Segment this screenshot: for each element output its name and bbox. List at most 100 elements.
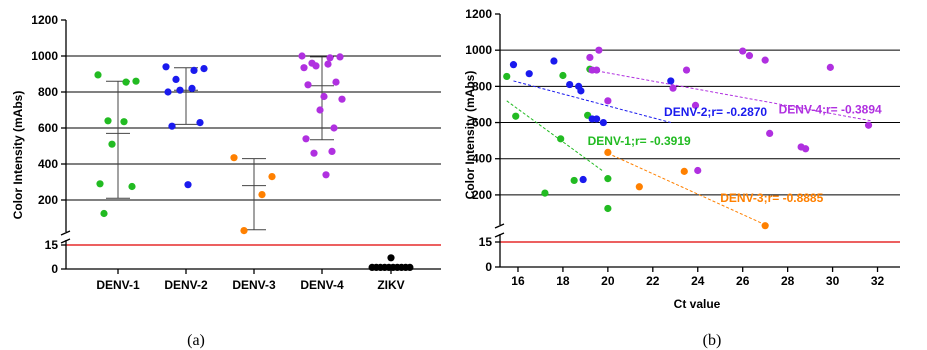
panel-b-denv-1-point — [512, 112, 520, 120]
panel-b-denv-4-point — [761, 56, 769, 64]
panel-a-x-tick-label: DENV-4 — [300, 278, 344, 292]
panel-a-y-ticks: 200 400 600 800 1000 1200 0 15 — [31, 13, 66, 276]
panel-b-denv-2-point — [577, 87, 585, 95]
panel-b-y-tick-label: 0 — [485, 260, 492, 274]
panel-a-denv-4-point — [338, 95, 346, 103]
panel-a-denv-4-point — [322, 171, 330, 179]
panel-b-denv-2-point — [509, 61, 518, 69]
panel-b-x-tick-label: 24 — [691, 274, 705, 288]
panel-b-x-tick-label: 22 — [646, 274, 660, 288]
panel-a-denv-2-point — [164, 88, 172, 96]
panel-a-y-tick-label: 0 — [51, 262, 58, 276]
panel-b-y-tick-label: 400 — [472, 152, 492, 166]
panel-b-denv-4-trendline — [592, 69, 871, 122]
panel-a-denv-4-point — [320, 92, 328, 101]
panel-b-y-tick-label: 15 — [479, 235, 493, 249]
panel-b-x-tick-label: 30 — [826, 274, 840, 288]
panel-a-denv-2-point — [176, 86, 184, 94]
panel-a-denv-1-point — [104, 117, 112, 125]
panel-b-denv-2-trendline — [513, 80, 671, 124]
panel-a-denv-1-point — [128, 182, 136, 191]
panel-b-denv-1-point — [557, 135, 565, 143]
panel-b-denv-4-point — [682, 66, 691, 74]
panel-a-denv-4-point — [310, 149, 318, 157]
panel-a-marks — [94, 52, 414, 271]
panel-a-denv-1-point — [120, 118, 128, 126]
panel-b-marks — [503, 46, 873, 230]
panel-a-axis-break-mark — [60, 230, 71, 236]
panel-b-denv-1-point — [604, 204, 612, 213]
panel-a-denv-4-point — [298, 52, 306, 60]
panel-b-denv-3-point — [761, 222, 769, 230]
panel-b-x-axis-label: Ct value — [674, 297, 721, 311]
panel-b-denv-2-point — [667, 77, 675, 85]
panel-b-denv-4-point — [739, 47, 747, 55]
panel-b-y-tick-label: 1000 — [465, 43, 492, 57]
panel-a-denv-1-point — [132, 77, 140, 85]
panel-b-x-tick-label: 26 — [736, 274, 750, 288]
panel-a-denv-4-point — [302, 135, 310, 143]
panel-b-denv-2-point — [579, 175, 587, 184]
panel-a-x-tick-label: DENV-3 — [232, 278, 276, 292]
panel-a-y-tick-label: 1200 — [31, 13, 58, 27]
panel-b-denv-4-point — [691, 101, 700, 109]
panel-a-denv-4-point — [300, 64, 308, 72]
panel-a-y-tick-label: 15 — [45, 238, 59, 252]
panel-a-denv-2-point — [168, 122, 176, 130]
panel-a-denv-2-point — [196, 119, 204, 127]
panel-b-y-axis-label: Color Intensity (mAbs) — [463, 71, 477, 200]
panel-a-gridlines — [66, 55, 441, 246]
panel-b-denv-1-point — [541, 189, 549, 197]
panel-b-axis-break-mark — [494, 232, 505, 238]
panel-a-denv-1-point — [94, 71, 102, 79]
panel-a-x-ticks: DENV-1 DENV-2 DENV-3 DENV-4 ZIKV — [96, 269, 405, 292]
panel-a-denv-4-point — [316, 106, 324, 114]
panel-a-denv-3-point — [258, 191, 266, 199]
panel-b-denv-4-correlation-label: DENV-4;r= -0.3894 — [779, 103, 882, 117]
panel-a-denv-2-point — [200, 65, 208, 73]
panel-b-y-ticks: 200 400 600 800 1000 1200 0 15 — [465, 7, 500, 274]
panel-b-denv-2-point — [566, 80, 574, 89]
panel-b-y-tick-label: 1200 — [465, 7, 492, 21]
panel-b-x-tick-label: 18 — [556, 274, 570, 288]
panel-a-denv-2-point — [162, 63, 170, 71]
panel-b-axes — [494, 14, 900, 268]
panel-b-y-tick-label: 600 — [472, 116, 492, 130]
panel-b-denv-2-point — [525, 70, 533, 78]
panel-b-denv-1-point — [503, 72, 511, 81]
panel-a-y-tick-label: 200 — [38, 193, 58, 207]
panel-a-denv-2-point — [190, 66, 198, 74]
panel-b-denv-1-point — [559, 71, 567, 80]
panel-b-denv-3-point — [680, 167, 688, 175]
panel-b-x-tick-label: 20 — [601, 274, 615, 288]
panel-a-denv-4-point — [328, 147, 336, 155]
panel-b-denv-1-point — [604, 175, 612, 183]
panel-b-x-tick-label: 32 — [871, 274, 885, 288]
panel-a-denv-2-point — [172, 75, 180, 83]
panel-b-trendlines — [506, 69, 871, 226]
panel-a-y-axis-label: Color Intensity (mAbs) — [11, 91, 25, 220]
panel-b-denv-2-correlation-label: DENV-2;r= -0.2870 — [664, 105, 767, 119]
panel-b-denv-4-point — [588, 66, 596, 74]
panel-a-denv-2-point — [188, 84, 196, 92]
panel-a-denv-4-point — [312, 62, 320, 70]
panel-a-x-tick-label: DENV-1 — [96, 278, 140, 292]
panel-a-denv-4-point — [326, 54, 334, 62]
panel-b-denv-3-trendline — [607, 152, 766, 226]
panel-b-x-tick-label: 28 — [781, 274, 795, 288]
panel-a-zikv-point — [387, 254, 395, 262]
panel-a-y-tick-label: 600 — [38, 121, 58, 135]
panel-b-denv-4-point — [826, 63, 834, 71]
panel-a-denv-4-point — [304, 81, 312, 89]
panel-b-denv-2-point — [593, 115, 601, 123]
panel-a-denv-1-point — [100, 209, 108, 218]
panel-a-denv-4-point — [330, 124, 338, 132]
panel-a-y-tick-label: 1000 — [31, 49, 58, 63]
panel-b-x-ticks: 16 18 20 22 24 26 28 30 32 — [511, 267, 885, 288]
panel-a-denv-2-point — [184, 181, 192, 189]
panel-b-gridlines — [500, 49, 900, 243]
panel-b-caption: (b) — [703, 332, 722, 349]
panel-b-denv-4-point — [802, 145, 810, 153]
panel-a-caption: (a) — [187, 332, 205, 349]
